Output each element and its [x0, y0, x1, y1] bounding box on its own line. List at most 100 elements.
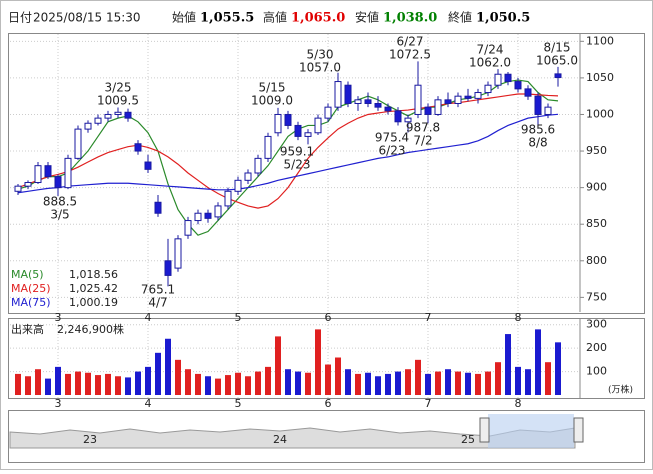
candle-body — [164, 260, 172, 276]
candle-body — [264, 135, 272, 159]
volume-bar — [295, 371, 301, 395]
candle-body — [474, 92, 482, 99]
candle-body — [224, 190, 232, 207]
annotation: 4/7 — [148, 296, 167, 310]
volume-bar — [205, 376, 211, 395]
annotation: 975.4 — [375, 131, 409, 145]
candle-body — [464, 95, 472, 99]
volume-bar — [195, 373, 201, 395]
candle-body — [44, 165, 52, 178]
volume-bar — [35, 369, 41, 395]
candle-body — [14, 185, 22, 192]
navigator-label: 23 — [83, 433, 97, 446]
candle-body — [304, 132, 312, 137]
candle-body — [114, 111, 122, 115]
navigator-label: 24 — [273, 433, 287, 446]
candle-body — [294, 124, 302, 137]
y-tick-label: 300 — [586, 318, 607, 331]
volume-bar — [335, 357, 341, 395]
volume-bar — [455, 371, 461, 395]
y-tick-label: 800 — [586, 254, 607, 267]
annotation: 3/5 — [50, 208, 69, 222]
volume-bar — [405, 369, 411, 395]
annotation: 7/2 — [413, 134, 432, 148]
x-tick-label: 6 — [325, 397, 332, 410]
annotation: 888.5 — [43, 195, 77, 209]
candle-body — [494, 73, 502, 86]
candle-body — [204, 212, 212, 219]
candle-body — [174, 238, 182, 269]
volume-bar — [65, 373, 71, 395]
header-label: 終値 — [448, 10, 472, 25]
candle-body — [374, 103, 382, 108]
volume-bar — [325, 364, 331, 395]
candle-body — [484, 84, 492, 94]
annotation: 6/23 — [379, 144, 406, 158]
header-label: 安値 — [355, 10, 379, 25]
candle-body — [54, 176, 62, 189]
volume-bar — [365, 372, 371, 395]
volume-bar — [85, 372, 91, 395]
volume-bar — [305, 372, 311, 395]
annotation: 987.8 — [406, 121, 440, 135]
header-date: 2025/08/15 15:30 — [33, 11, 141, 25]
candle-body — [394, 110, 402, 123]
candle-body — [254, 157, 262, 174]
volume-bar — [375, 376, 381, 395]
volume-bar — [165, 338, 171, 395]
header-value: 1,055.5 — [200, 11, 254, 26]
candle-body — [64, 157, 72, 189]
volume-bar — [105, 373, 111, 395]
candle-body — [274, 113, 282, 134]
volume-title: 出来高 — [11, 322, 44, 336]
volume-bar — [135, 371, 141, 395]
annotation: 1057.0 — [299, 61, 341, 75]
volume-bar — [445, 369, 451, 395]
volume-bar — [505, 334, 511, 395]
volume-bar — [255, 371, 261, 395]
navigator-handle[interactable] — [573, 417, 584, 443]
volume-panel — [8, 318, 645, 399]
volume-bar — [345, 369, 351, 395]
annotation: 3/25 — [105, 81, 132, 95]
navigator-window[interactable] — [488, 414, 574, 448]
candle-body — [424, 106, 432, 115]
volume-total: 2,246,900株 — [57, 322, 124, 336]
candle-body — [124, 111, 132, 119]
candle-body — [214, 205, 222, 218]
navigator-handle[interactable] — [479, 417, 490, 443]
volume-bar — [245, 376, 251, 395]
y-tick-label: 100 — [586, 365, 607, 378]
volume-bar — [385, 373, 391, 395]
annotation: 1009.5 — [97, 94, 139, 108]
x-tick-label: 8 — [515, 311, 522, 324]
candle-body — [534, 95, 542, 115]
volume-bar — [125, 377, 131, 395]
candle-body — [434, 99, 442, 115]
legend-value: 1,025.42 — [69, 282, 118, 295]
volume-bar — [15, 373, 21, 395]
volume-bar — [525, 369, 531, 395]
volume-bar — [515, 366, 521, 395]
y-tick-label: 750 — [586, 290, 607, 303]
volume-bar — [215, 378, 221, 395]
annotation: 5/23 — [284, 158, 311, 172]
candle-body — [524, 88, 532, 97]
volume-bar — [435, 371, 441, 395]
annotation: 765.1 — [141, 283, 175, 297]
candle-body — [504, 73, 512, 83]
candle-body — [144, 161, 152, 170]
candle-body — [414, 84, 422, 115]
x-tick-label: 5 — [235, 311, 242, 324]
volume-bar — [355, 373, 361, 395]
candle-body — [344, 84, 352, 104]
candle-body — [554, 73, 562, 79]
candle-body — [334, 81, 342, 108]
volume-bar — [185, 369, 191, 395]
volume-bar — [175, 359, 181, 395]
candle-body — [454, 95, 462, 105]
volume-bar — [115, 376, 121, 395]
volume-bar — [45, 378, 51, 395]
candle-body — [134, 143, 142, 152]
